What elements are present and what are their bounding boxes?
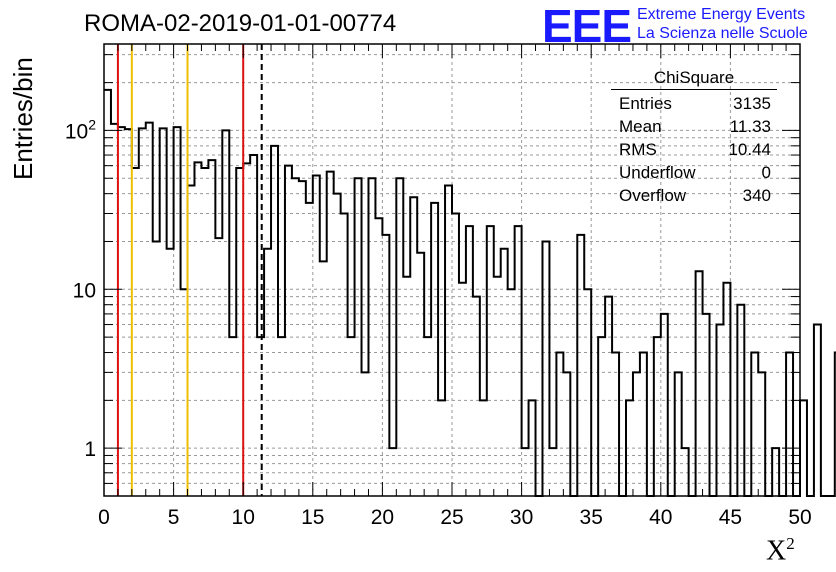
stats-box: ChiSquare Entries 3135 Mean 11.33 RMS 10.44 Un… (611, 68, 777, 207)
stats-value: 11.33 (729, 117, 771, 136)
stats-value: 0 (761, 163, 771, 182)
stats-value: 10.44 (728, 140, 771, 159)
logo-line-1: Extreme Energy Events (637, 6, 806, 23)
stats-row-mean: Mean 11.33 (611, 115, 777, 138)
stats-label: Overflow (619, 186, 687, 205)
x-tick-label: 20 (371, 506, 394, 529)
axes: 0 5 10 15 20 25 30 35 40 45 50 1 10 102 (65, 43, 812, 529)
x-tick-label: 50 (788, 506, 811, 529)
chart-title: ROMA-02-2019-01-01-00774 (84, 10, 397, 37)
stats-value: 340 (742, 186, 771, 205)
x-tick-label: 30 (510, 506, 533, 529)
x-tick-label: 15 (301, 506, 324, 529)
stats-row-rms: RMS 10.44 (611, 138, 777, 161)
histogram-outline (104, 88, 836, 497)
marker-lines (116, 44, 263, 496)
stats-row-underflow: Underflow 0 (611, 161, 777, 184)
stats-label: Underflow (619, 163, 696, 182)
stats-label: RMS (619, 140, 657, 159)
histogram-series (104, 88, 836, 497)
eee-logo: EEE (542, 0, 632, 52)
y-tick-label: 1 (84, 438, 96, 461)
stats-row-entries: Entries 3135 (611, 92, 777, 115)
x-axis-label: X2 (766, 534, 795, 567)
y-tick-label: 102 (65, 116, 96, 143)
stats-value: 3135 (733, 94, 771, 113)
x-tick-label: 0 (98, 506, 110, 529)
stats-label: Mean (619, 117, 662, 136)
logo-line-2: La Scienza nelle Scuole (637, 25, 808, 42)
x-tick-label: 5 (168, 506, 180, 529)
y-tick-label: 10 (73, 279, 96, 302)
stats-title: ChiSquare (611, 68, 777, 90)
stats-label: Entries (619, 94, 672, 113)
x-tick-label: 10 (232, 506, 255, 529)
x-tick-label: 40 (649, 506, 672, 529)
x-tick-label: 45 (719, 506, 742, 529)
stats-row-overflow: Overflow 340 (611, 184, 777, 207)
y-axis-label: Entries/bin (8, 57, 38, 180)
x-tick-label: 35 (580, 506, 603, 529)
x-tick-label: 25 (440, 506, 463, 529)
